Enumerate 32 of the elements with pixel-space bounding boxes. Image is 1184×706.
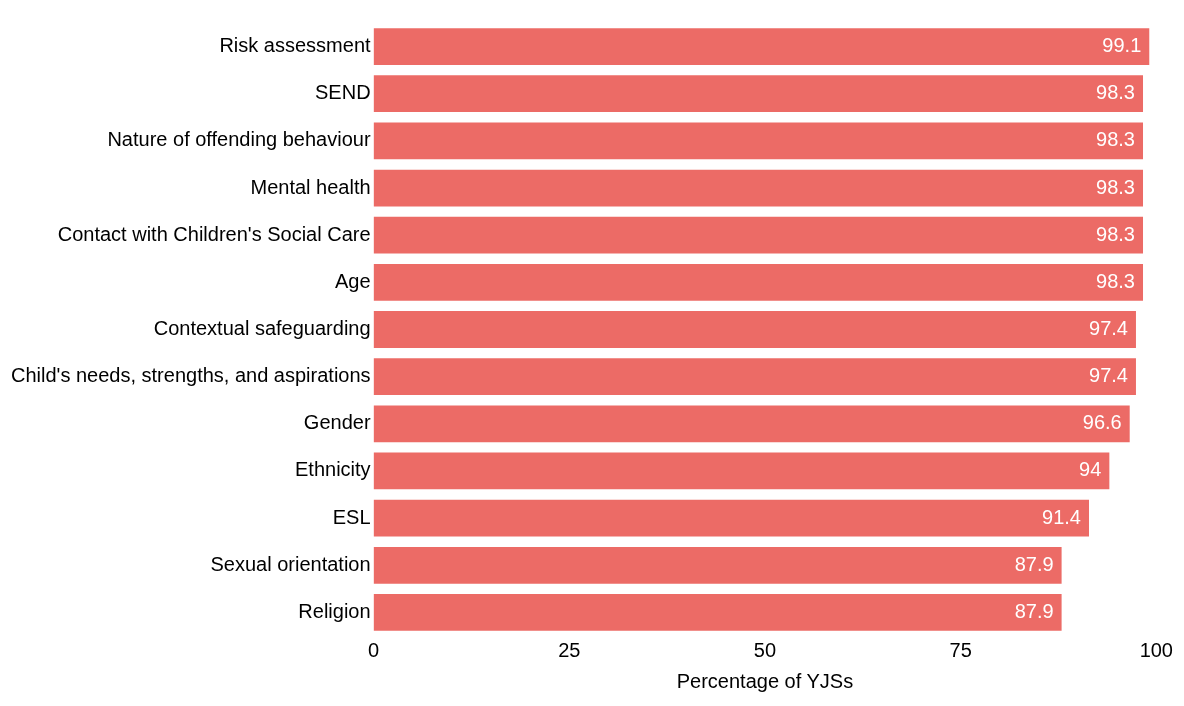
data-label: 98.3: [1096, 175, 1136, 198]
x-tick-label: 25: [558, 638, 581, 661]
data-label: 94: [1079, 458, 1102, 481]
x-tick-label: 100: [1139, 638, 1173, 661]
data-label: 99.1: [1102, 34, 1142, 57]
data-label: 98.3: [1096, 81, 1136, 104]
data-label: 87.9: [1014, 552, 1054, 575]
data-label: 97.4: [1089, 317, 1128, 340]
y-tick-label: Gender: [303, 411, 371, 434]
data-label: 98.3: [1096, 222, 1136, 245]
data-label: 96.6: [1082, 411, 1122, 434]
y-tick-label: SEND: [315, 81, 371, 104]
data-label: 98.3: [1096, 128, 1136, 151]
y-tick-label: Child's needs, strengths, and aspirations: [10, 364, 371, 387]
y-tick-label: Contextual safeguarding: [153, 317, 371, 340]
y-tick-label: Ethnicity: [294, 458, 371, 481]
data-label: 87.9: [1014, 599, 1054, 622]
x-tick-label: 50: [753, 638, 777, 661]
y-tick-label: Risk assessment: [219, 34, 372, 57]
y-tick-label: Age: [334, 269, 371, 292]
data-label: 97.4: [1089, 364, 1128, 387]
x-tick-label: 0: [368, 638, 380, 661]
x-axis-title: Percentage of YJSs: [676, 669, 854, 692]
data-label: 98.3: [1096, 269, 1136, 292]
x-tick-label: 75: [949, 638, 972, 661]
y-tick-label: Religion: [298, 599, 371, 622]
y-tick-label: Sexual orientation: [210, 552, 371, 575]
y-tick-label: Mental health: [250, 175, 371, 198]
y-tick-label: Contact with Children's Social Care: [57, 222, 371, 245]
y-tick-label: ESL: [332, 505, 371, 528]
y-tick-label: Nature of offending behaviour: [107, 128, 371, 151]
data-label: 91.4: [1042, 505, 1081, 528]
